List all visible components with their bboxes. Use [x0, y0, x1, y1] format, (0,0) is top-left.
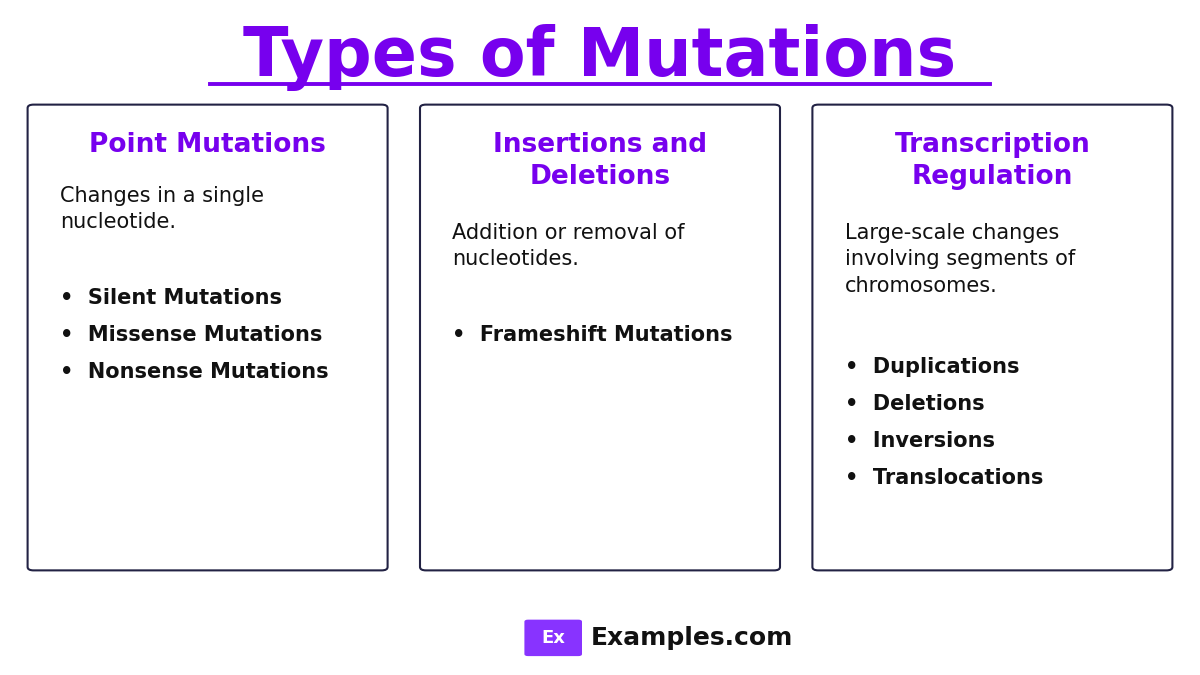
Text: •  Duplications: • Duplications: [845, 357, 1019, 377]
Text: •  Frameshift Mutations: • Frameshift Mutations: [452, 325, 733, 345]
Text: •  Inversions: • Inversions: [845, 431, 995, 452]
FancyBboxPatch shape: [524, 620, 582, 656]
Text: Transcription
Regulation: Transcription Regulation: [894, 132, 1091, 190]
Text: Examples.com: Examples.com: [590, 626, 793, 650]
Text: •  Translocations: • Translocations: [845, 468, 1043, 489]
Text: •  Deletions: • Deletions: [845, 394, 984, 414]
Text: Large-scale changes
involving segments of
chromosomes.: Large-scale changes involving segments o…: [845, 223, 1075, 296]
Text: Types of Mutations: Types of Mutations: [244, 24, 956, 91]
Text: Insertions and
Deletions: Insertions and Deletions: [493, 132, 707, 190]
Text: Ex: Ex: [541, 629, 565, 647]
Text: Point Mutations: Point Mutations: [89, 132, 326, 158]
Text: •  Missense Mutations: • Missense Mutations: [60, 325, 323, 345]
FancyBboxPatch shape: [420, 105, 780, 570]
Text: •  Silent Mutations: • Silent Mutations: [60, 288, 282, 308]
FancyBboxPatch shape: [812, 105, 1172, 570]
Text: •  Nonsense Mutations: • Nonsense Mutations: [60, 362, 329, 382]
Text: Changes in a single
nucleotide.: Changes in a single nucleotide.: [60, 186, 264, 232]
FancyBboxPatch shape: [28, 105, 388, 570]
Text: Addition or removal of
nucleotides.: Addition or removal of nucleotides.: [452, 223, 685, 269]
